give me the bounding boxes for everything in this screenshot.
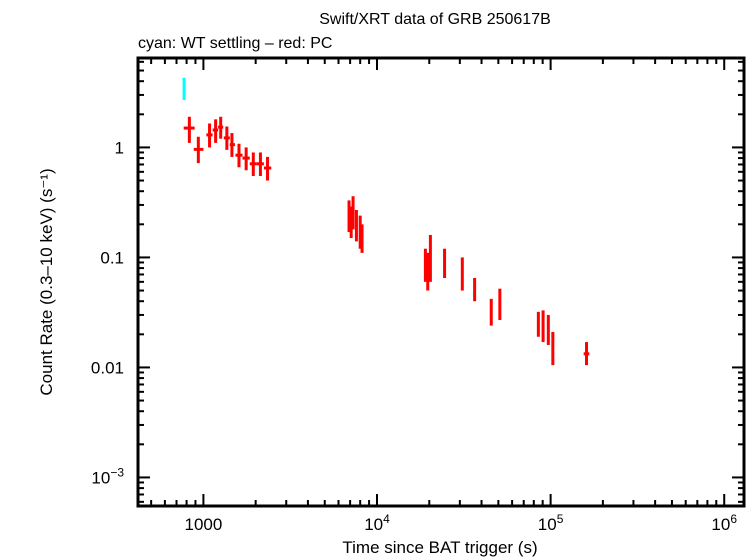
data-point (443, 248, 447, 279)
data-point (583, 342, 590, 366)
series-wt-settling (182, 77, 186, 100)
data-point (428, 234, 432, 282)
data-point (229, 133, 235, 157)
x-tick-label: 104 (364, 512, 390, 534)
data-point (498, 288, 502, 320)
axis-ticks (138, 58, 744, 506)
data-point (206, 123, 213, 148)
y-axis-label: Count Rate (0.3–10 keV) (s⁻¹) (37, 168, 56, 395)
plot-frame (136, 56, 746, 508)
series-pc (183, 116, 590, 366)
data-point (536, 311, 540, 337)
data-point (242, 147, 250, 171)
data-point (183, 116, 195, 143)
data-point (541, 310, 545, 343)
x-tick-label: 105 (538, 512, 564, 534)
data-point (551, 331, 555, 366)
data-point (489, 298, 493, 326)
y-tick-label: 0.01 (91, 358, 124, 377)
x-tick-label: 1000 (184, 515, 222, 534)
y-tick-label: 0.1 (100, 248, 124, 267)
data-point (212, 119, 219, 143)
data-point (351, 196, 355, 230)
data-point (354, 209, 358, 242)
data-point (249, 152, 257, 176)
data-point (426, 252, 430, 291)
data-point (473, 278, 477, 302)
x-axis-label: Time since BAT trigger (s) (342, 538, 537, 557)
x-tick-label: 106 (711, 512, 737, 534)
data-points (182, 77, 590, 366)
data-point (546, 314, 550, 345)
data-point (193, 136, 204, 164)
data-point (235, 143, 243, 168)
chart-subtitle: cyan: WT settling – red: PC (138, 35, 332, 52)
y-tick-label: 1 (115, 138, 124, 157)
data-point (182, 77, 186, 100)
data-point (223, 126, 230, 150)
data-point (460, 257, 464, 291)
chart-title: Swift/XRT data of GRB 250617B (319, 11, 551, 28)
y-tick-label: 10−3 (91, 465, 124, 487)
data-point (218, 116, 224, 139)
data-point (263, 156, 272, 181)
data-point (423, 248, 427, 282)
axis-tick-labels: 1000 104 105 106 1 0.1 0.01 10−3 (91, 138, 737, 534)
data-point (256, 152, 264, 176)
data-point (360, 224, 364, 253)
